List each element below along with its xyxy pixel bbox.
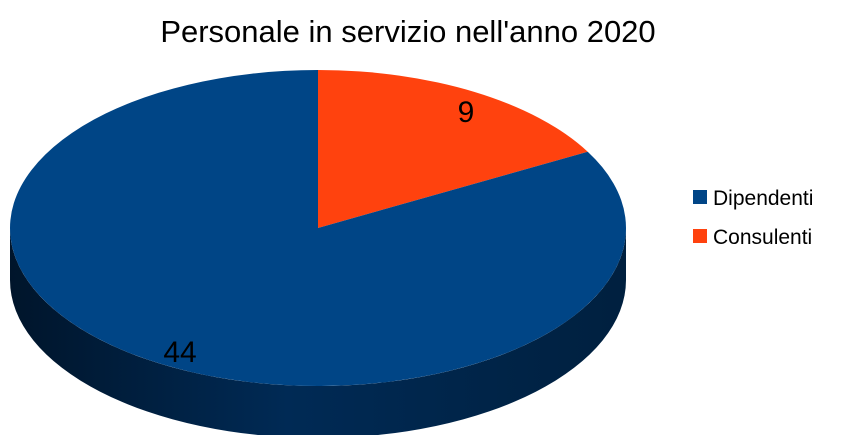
pie-data-labels: 9 44 xyxy=(163,96,474,369)
pie-slice-dipendenti xyxy=(10,70,627,386)
legend-label-consulenti: Consulenti xyxy=(713,226,812,249)
legend-swatch-consulenti xyxy=(693,229,707,243)
pie-side-walls xyxy=(10,228,626,435)
legend-label-dipendenti: Dipendenti xyxy=(713,187,813,210)
pie-slices xyxy=(10,70,627,386)
pie-side-dipendenti xyxy=(10,228,626,435)
legend: Dipendenti Consulenti xyxy=(693,187,813,249)
chart-title: Personale in servizio nell'anno 2020 xyxy=(160,14,655,49)
legend-swatch-dipendenti xyxy=(693,190,707,204)
data-label-consulenti: 9 xyxy=(458,96,475,129)
pie-slice-consulenti xyxy=(318,70,588,228)
data-label-dipendenti: 44 xyxy=(163,336,196,369)
